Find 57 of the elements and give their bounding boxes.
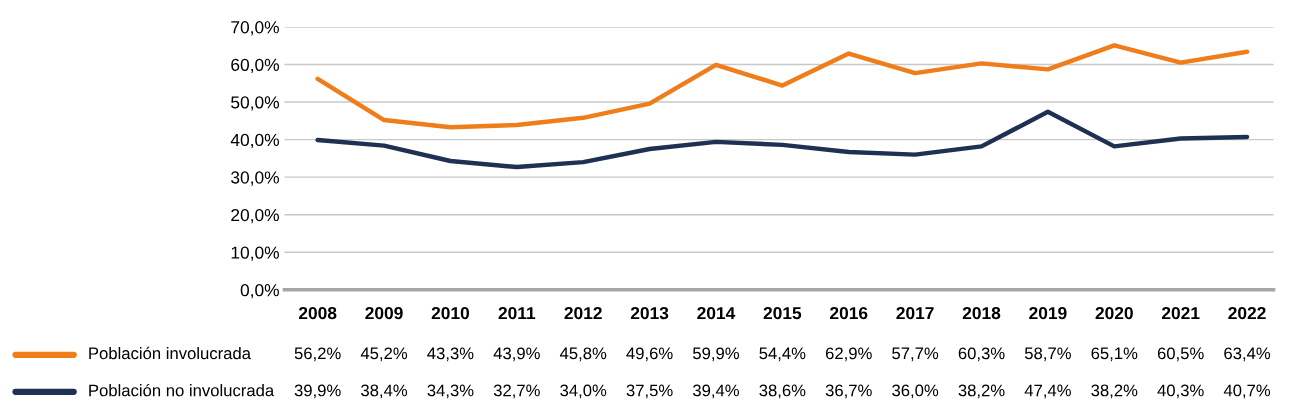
data-label: 37,5% bbox=[626, 384, 673, 399]
x-tick-label: 2017 bbox=[896, 306, 934, 320]
data-label: 57,7% bbox=[892, 347, 939, 362]
data-label: 32,7% bbox=[493, 384, 540, 399]
y-tick-label: 50,0% bbox=[231, 96, 279, 111]
x-tick-label: 2009 bbox=[365, 306, 403, 320]
data-label: 34,0% bbox=[560, 384, 607, 399]
data-label: 40,7% bbox=[1223, 384, 1271, 399]
y-tick-label: 20,0% bbox=[231, 208, 279, 224]
data-label: 45,2% bbox=[360, 347, 408, 362]
data-label: 54,4% bbox=[759, 347, 806, 362]
x-tick-label: 2015 bbox=[763, 306, 802, 320]
data-label: 43,3% bbox=[427, 347, 474, 362]
data-label: 60,5% bbox=[1157, 347, 1204, 362]
data-label: 43,9% bbox=[493, 347, 540, 362]
data-label: 38,4% bbox=[361, 384, 408, 399]
data-label: 36,7% bbox=[825, 384, 872, 399]
data-label: 56,2% bbox=[294, 347, 341, 362]
x-tick-label: 2018 bbox=[962, 306, 1001, 320]
x-tick-label: 2022 bbox=[1228, 306, 1266, 320]
legend-label: Población involucrada bbox=[89, 346, 251, 360]
x-tick-label: 2020 bbox=[1095, 306, 1133, 320]
x-tick-label: 2016 bbox=[830, 306, 868, 320]
data-label: 60,3% bbox=[958, 347, 1005, 362]
y-tick-label: 70,0% bbox=[231, 21, 279, 36]
line-series bbox=[315, 43, 1250, 130]
x-tick-label: 2021 bbox=[1161, 306, 1200, 320]
y-tick-label: 60,0% bbox=[231, 58, 279, 73]
data-label: 63,4% bbox=[1224, 347, 1271, 362]
data-label: 38,2% bbox=[1091, 384, 1138, 399]
y-tick-label: 0,0% bbox=[240, 284, 279, 299]
data-label: 38,2% bbox=[958, 384, 1005, 399]
data-label: 62,9% bbox=[825, 347, 872, 362]
data-label: 38,6% bbox=[759, 384, 806, 399]
data-label: 39,9% bbox=[294, 384, 341, 399]
y-tick-label: 10,0% bbox=[231, 246, 279, 261]
data-label: 39,4% bbox=[692, 384, 739, 399]
x-tick-label: 2011 bbox=[498, 306, 536, 320]
data-label: 58,7% bbox=[1024, 347, 1071, 362]
x-tick-label: 2008 bbox=[298, 306, 337, 320]
x-tick-label: 2012 bbox=[564, 306, 602, 320]
data-label: 47,4% bbox=[1024, 384, 1071, 399]
x-tick-label: 2014 bbox=[697, 306, 736, 320]
y-tick-label: 30,0% bbox=[231, 171, 279, 186]
data-label: 59,9% bbox=[693, 347, 739, 362]
data-label: 36,0% bbox=[892, 384, 939, 399]
data-label: 65,1% bbox=[1091, 347, 1138, 362]
data-label: 49,6% bbox=[626, 347, 673, 362]
y-tick-label: 40,0% bbox=[230, 133, 279, 149]
x-tick-label: 2019 bbox=[1029, 306, 1067, 320]
x-tick-label: 2013 bbox=[630, 306, 669, 320]
data-label: 40,3% bbox=[1157, 384, 1204, 399]
data-label: 45,8% bbox=[559, 347, 607, 362]
legend-label: Población no involucrada bbox=[89, 383, 275, 397]
x-tick-label: 2010 bbox=[431, 306, 470, 320]
line-series bbox=[315, 109, 1250, 170]
data-label: 34,3% bbox=[427, 384, 474, 399]
